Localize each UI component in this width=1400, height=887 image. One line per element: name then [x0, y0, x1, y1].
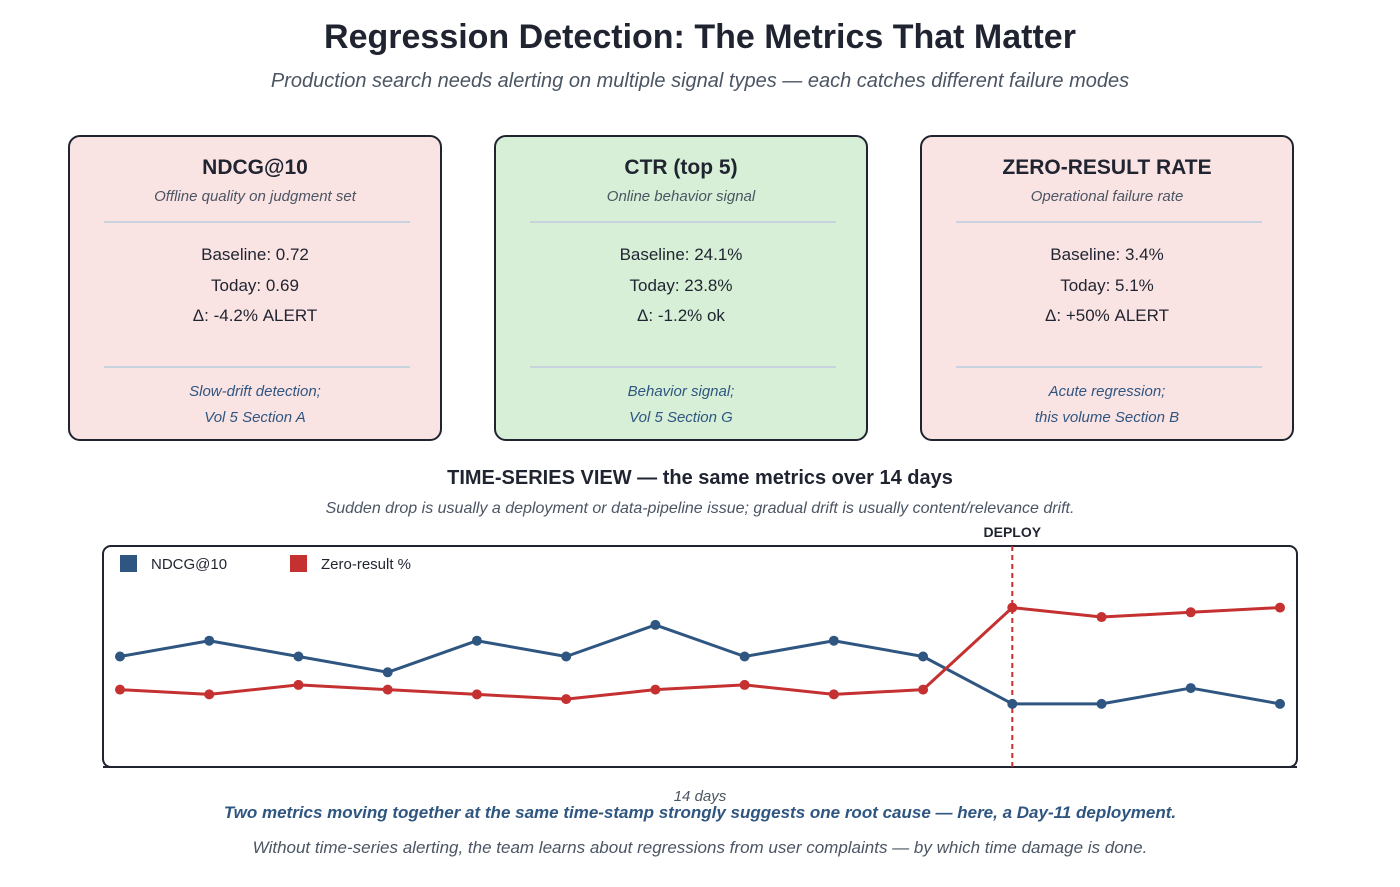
card-foot-line2: this volume Section B — [1034, 409, 1180, 426]
page-title: Regression Detection: The Metrics That M… — [324, 18, 1076, 56]
conclusion-text: Two metrics moving together at the same … — [223, 803, 1177, 822]
card-divider — [104, 221, 410, 223]
series-line-1 — [119, 606, 1281, 701]
card-foot-line1: Acute regression; — [1048, 383, 1166, 400]
series-0-point-9 — [828, 635, 839, 646]
card-baseline: Baseline: 3.4% — [1050, 245, 1164, 264]
series-1-point-4 — [382, 684, 393, 695]
series-1-point-7 — [650, 684, 661, 695]
card-subtitle: Online behavior signal — [606, 188, 756, 205]
metric-card-ndcg: NDCG@10 Offline quality on judgment set … — [68, 135, 442, 441]
legend-label-ndcg: NDCG@10 — [151, 556, 227, 573]
annotation-label-0: DEPLOY — [984, 524, 1042, 540]
series-1-point-11 — [1007, 602, 1018, 613]
series-1-point-9 — [828, 689, 839, 700]
footer-note: Without time-series alerting, the team l… — [252, 838, 1148, 857]
legend-label-zero-result: Zero-result % — [321, 556, 411, 573]
card-baseline: Baseline: 0.72 — [201, 245, 309, 264]
card-today: Today: 5.1% — [1060, 276, 1154, 295]
legend-swatch-zero-result — [290, 555, 307, 572]
series-0-point-3 — [293, 651, 304, 662]
series-line-0 — [119, 623, 1281, 706]
card-divider — [530, 366, 836, 368]
timeseries-subtitle: Sudden drop is usually a deployment or d… — [325, 500, 1075, 517]
card-today: Today: 23.8% — [629, 276, 733, 295]
card-foot-line1: Slow-drift detection; — [189, 383, 321, 400]
series-0-point-11 — [1007, 698, 1018, 709]
series-0-point-10 — [918, 651, 929, 662]
card-delta: Δ: +50% ALERT — [1045, 306, 1169, 325]
series-1-point-13 — [1185, 607, 1196, 618]
series-1-point-1 — [115, 684, 125, 695]
series-0-point-8 — [739, 651, 750, 662]
card-foot-line2: Vol 5 Section G — [629, 409, 733, 426]
chart-frame — [102, 545, 1298, 768]
card-delta: Δ: -4.2% ALERT — [192, 306, 318, 325]
card-divider — [104, 366, 410, 368]
card-divider — [530, 221, 836, 223]
metric-card-ctr: CTR (top 5) Online behavior signal Basel… — [494, 135, 868, 441]
card-foot-line1: Behavior signal; — [627, 383, 735, 400]
series-0-point-6 — [561, 651, 572, 662]
series-1-point-6 — [561, 694, 572, 705]
series-1-point-3 — [293, 679, 304, 690]
card-divider — [956, 221, 1262, 223]
card-today: Today: 0.69 — [211, 276, 299, 295]
card-title: CTR (top 5) — [624, 156, 738, 179]
series-0-point-5 — [471, 635, 482, 646]
card-title: ZERO-RESULT RATE — [1002, 156, 1212, 179]
metric-card-zero-result: ZERO-RESULT RATE Operational failure rat… — [920, 135, 1294, 441]
series-1-point-10 — [918, 684, 929, 695]
card-delta: Δ: -1.2% ok — [637, 306, 725, 325]
series-0-point-14 — [1275, 698, 1285, 709]
series-1-point-2 — [204, 689, 215, 700]
series-1-point-5 — [471, 689, 482, 700]
x-axis-label: 14 days — [674, 788, 727, 805]
series-0-point-13 — [1185, 683, 1196, 694]
card-baseline: Baseline: 24.1% — [619, 245, 743, 264]
series-1-point-14 — [1275, 602, 1285, 613]
timeseries-title: TIME-SERIES VIEW — the same metrics over… — [447, 467, 953, 489]
series-0-point-1 — [115, 651, 125, 662]
series-0-point-7 — [650, 619, 661, 630]
series-0-point-2 — [204, 635, 215, 646]
card-subtitle: Offline quality on judgment set — [154, 188, 356, 205]
series-1-point-8 — [739, 679, 750, 690]
card-subtitle: Operational failure rate — [1030, 188, 1184, 205]
series-0-point-4 — [382, 667, 393, 678]
card-divider — [956, 366, 1262, 368]
card-foot-line2: Vol 5 Section A — [204, 409, 306, 426]
legend-swatch-ndcg — [120, 555, 137, 572]
series-0-point-12 — [1096, 698, 1107, 709]
card-title: NDCG@10 — [202, 156, 308, 179]
page-subtitle: Production search needs alerting on mult… — [270, 70, 1130, 92]
series-1-point-12 — [1096, 612, 1107, 623]
